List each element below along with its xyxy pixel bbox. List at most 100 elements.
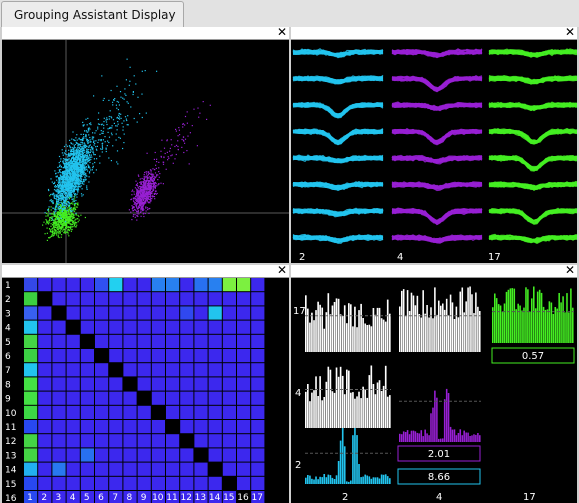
matrix-cell[interactable] — [123, 434, 137, 448]
matrix-cell[interactable] — [109, 306, 123, 320]
matrix-cell[interactable] — [180, 476, 194, 490]
matrix-cell[interactable] — [24, 377, 38, 391]
matrix-cell[interactable] — [194, 462, 208, 476]
matrix-cell[interactable] — [66, 405, 80, 419]
matrix-cell[interactable] — [109, 405, 123, 419]
matrix-cell[interactable] — [194, 405, 208, 419]
matrix-cell[interactable] — [95, 405, 109, 419]
matrix-cell[interactable] — [151, 377, 165, 391]
matrix-cell[interactable] — [95, 462, 109, 476]
matrix-cell[interactable] — [222, 476, 236, 490]
matrix-cell[interactable] — [52, 491, 66, 503]
matrix-cell[interactable] — [137, 306, 151, 320]
matrix-cell[interactable] — [52, 334, 66, 348]
matrix-cell[interactable] — [80, 363, 94, 377]
matrix-cell[interactable] — [180, 334, 194, 348]
matrix-cell[interactable] — [123, 377, 137, 391]
matrix-cell[interactable] — [251, 377, 265, 391]
matrix-cell[interactable] — [24, 420, 38, 434]
matrix-cell[interactable] — [166, 434, 180, 448]
matrix-cell[interactable] — [24, 306, 38, 320]
matrix-cell[interactable] — [180, 349, 194, 363]
matrix-cell[interactable] — [194, 278, 208, 292]
matrix-cell[interactable] — [66, 334, 80, 348]
matrix-cell[interactable] — [38, 278, 52, 292]
matrix-cell[interactable] — [180, 462, 194, 476]
matrix-cell[interactable] — [151, 391, 165, 405]
matrix-cell[interactable] — [251, 448, 265, 462]
matrix-cell[interactable] — [251, 292, 265, 306]
matrix-cell[interactable] — [251, 306, 265, 320]
close-icon[interactable]: ✕ — [276, 263, 288, 277]
matrix-cell[interactable] — [38, 363, 52, 377]
matrix-cell[interactable] — [52, 462, 66, 476]
matrix-cell[interactable] — [166, 306, 180, 320]
matrix-cell[interactable] — [194, 434, 208, 448]
matrix-cell[interactable] — [123, 334, 137, 348]
matrix-cell[interactable] — [52, 320, 66, 334]
matrix-cell[interactable] — [166, 405, 180, 419]
matrix-cell[interactable] — [80, 405, 94, 419]
matrix-cell[interactable] — [137, 405, 151, 419]
matrix-cell[interactable] — [52, 377, 66, 391]
matrix-cell[interactable] — [180, 491, 194, 503]
matrix-cell[interactable] — [251, 363, 265, 377]
matrix-cell[interactable] — [24, 491, 38, 503]
matrix-cell[interactable] — [66, 292, 80, 306]
matrix-cell[interactable] — [151, 462, 165, 476]
matrix-cell[interactable] — [38, 306, 52, 320]
matrix-cell[interactable] — [24, 434, 38, 448]
matrix-cell[interactable] — [95, 349, 109, 363]
matrix-cell[interactable] — [208, 476, 222, 490]
matrix-cell[interactable] — [208, 320, 222, 334]
matrix-cell[interactable] — [222, 462, 236, 476]
matrix-cell[interactable] — [194, 320, 208, 334]
matrix-cell[interactable] — [222, 292, 236, 306]
waveform-grid[interactable]: 2 4 17 — [291, 40, 577, 263]
matrix-cell[interactable] — [208, 278, 222, 292]
matrix-cell[interactable] — [24, 363, 38, 377]
matrix-cell[interactable] — [109, 462, 123, 476]
matrix-cell[interactable] — [166, 391, 180, 405]
matrix-cell[interactable] — [222, 306, 236, 320]
matrix-cell[interactable] — [237, 320, 251, 334]
similarity-matrix[interactable]: 1234567891011121314151617123456789101112… — [2, 278, 289, 503]
matrix-cell[interactable] — [137, 476, 151, 490]
matrix-cell[interactable] — [66, 306, 80, 320]
matrix-cell[interactable] — [66, 278, 80, 292]
matrix-cell[interactable] — [137, 377, 151, 391]
matrix-cell[interactable] — [251, 320, 265, 334]
matrix-cell[interactable] — [95, 491, 109, 503]
matrix-cell[interactable] — [24, 462, 38, 476]
matrix-cell[interactable] — [208, 334, 222, 348]
matrix-cell[interactable] — [80, 448, 94, 462]
matrix-cell[interactable] — [123, 420, 137, 434]
matrix-cell[interactable] — [38, 420, 52, 434]
matrix-cell[interactable] — [109, 491, 123, 503]
matrix-cell[interactable] — [237, 462, 251, 476]
matrix-cell[interactable] — [180, 377, 194, 391]
matrix-cell[interactable] — [194, 349, 208, 363]
matrix-cell[interactable] — [38, 462, 52, 476]
matrix-cell[interactable] — [151, 448, 165, 462]
matrix-cell[interactable] — [123, 306, 137, 320]
matrix-cell[interactable] — [137, 491, 151, 503]
matrix-cell[interactable] — [151, 476, 165, 490]
matrix-cell[interactable] — [24, 349, 38, 363]
matrix-cell[interactable] — [52, 405, 66, 419]
matrix-cell[interactable] — [38, 448, 52, 462]
matrix-cell[interactable] — [52, 448, 66, 462]
matrix-cell[interactable] — [180, 363, 194, 377]
matrix-cell[interactable] — [66, 377, 80, 391]
matrix-cell[interactable] — [80, 320, 94, 334]
matrix-cell[interactable] — [95, 434, 109, 448]
matrix-cell[interactable] — [80, 292, 94, 306]
matrix-cell[interactable] — [251, 349, 265, 363]
matrix-cell[interactable] — [109, 292, 123, 306]
matrix-cell[interactable] — [166, 363, 180, 377]
matrix-cell[interactable] — [95, 278, 109, 292]
matrix-cell[interactable] — [38, 434, 52, 448]
matrix-cell[interactable] — [95, 334, 109, 348]
matrix-cell[interactable] — [38, 377, 52, 391]
matrix-cell[interactable] — [66, 363, 80, 377]
